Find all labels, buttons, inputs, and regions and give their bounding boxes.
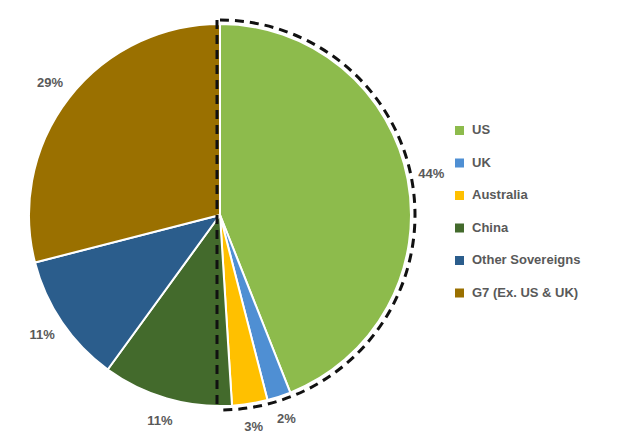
pie-slice — [29, 24, 220, 262]
legend-label: China — [472, 220, 509, 235]
data-label: 11% — [147, 413, 173, 428]
dashed-divider — [216, 20, 219, 410]
legend-label: UK — [472, 155, 491, 170]
data-label: 2% — [277, 411, 296, 426]
legend-swatch — [455, 159, 464, 168]
legend-label: Other Sovereigns — [472, 252, 580, 267]
data-label: 29% — [37, 75, 63, 90]
slices — [29, 24, 411, 406]
legend-swatch — [455, 289, 464, 298]
data-labels: 44% 2% 3% 11% 11% 29% — [30, 75, 445, 434]
data-label: 44% — [418, 166, 444, 181]
legend-swatch — [455, 191, 464, 200]
dashed-outline — [220, 20, 415, 410]
chart-container: 44% 2% 3% 11% 11% 29% US UK Australia China Other … — [0, 0, 628, 437]
data-label: 3% — [244, 419, 263, 434]
legend-swatch — [455, 256, 464, 265]
legend-swatch — [455, 126, 464, 135]
legend: US UK Australia China Other Sovereigns G7 (Ex… — [455, 122, 580, 300]
legend-label: G7 (Ex. US & UK) — [472, 285, 578, 300]
legend-label: US — [472, 122, 490, 137]
legend-label: Australia — [472, 187, 528, 202]
legend-swatch — [455, 224, 464, 233]
chart-svg: 44% 2% 3% 11% 11% 29% US UK Australia China Other … — [0, 0, 628, 437]
data-label: 11% — [30, 327, 56, 342]
